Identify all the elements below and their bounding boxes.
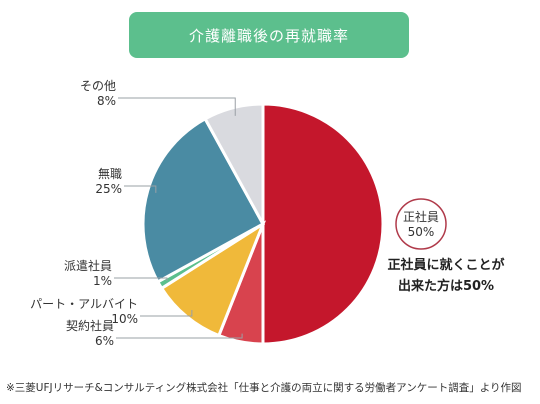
chart-title: 介護離職後の再就職率 <box>129 12 409 58</box>
slice-label-2: 契約社員 <box>66 318 114 333</box>
annotation-line-2: 出来た方は50% <box>398 278 494 294</box>
slice-label-5: 無職 <box>98 166 122 181</box>
annotation-line-1: 正社員に就くことが <box>387 257 504 273</box>
source-footnote: ※三菱UFJリサーチ&コンサルティング株式会社「仕事と介護の両立に関する労働者ア… <box>6 382 522 394</box>
leader-line-3 <box>140 309 193 317</box>
slice-value-seishain: 50% <box>408 225 435 239</box>
leader-line-5 <box>124 185 157 193</box>
slice-value-4: 1% <box>93 274 112 288</box>
leader-line-2 <box>116 333 243 339</box>
slice-value-5: 25% <box>95 182 122 196</box>
seishain-label-circle <box>395 198 447 250</box>
slice-label-6: その他 <box>80 79 116 93</box>
leader-line-6 <box>118 97 236 116</box>
slice-value-2: 6% <box>95 334 114 348</box>
pie-slice-1 <box>261 102 385 346</box>
slice-value-3: 10% <box>111 312 138 326</box>
slice-value-6: 8% <box>97 94 116 108</box>
pie-slice-5 <box>141 116 266 284</box>
pie-slice-6 <box>203 102 265 225</box>
leader-line-4 <box>114 277 168 281</box>
slice-label-3: パート・アルバイト <box>30 297 138 311</box>
slice-label-4: 派遣社員 <box>64 258 112 273</box>
slice-label-seishain: 正社員 <box>403 209 439 224</box>
